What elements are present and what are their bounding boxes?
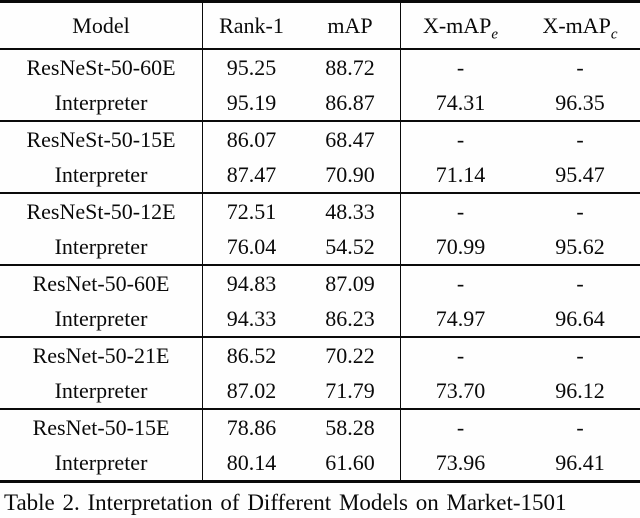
results-table: Model Rank-1 mAP X-mAPe X-mAPc ResNeSt-5… [0,0,640,483]
xmape-cell: - [400,266,520,301]
rank1-cell: 87.02 [202,373,300,408]
xmapc-cell: 95.62 [555,234,605,259]
xmape-cell: 73.70 [400,373,520,408]
model-cell: ResNet-50-21E [32,343,170,368]
model-group: ResNeSt-50-60E 95.25 88.72 - - Interpret… [0,50,640,122]
xmape-cell: 71.14 [400,157,520,192]
xmape-cell: - [400,338,520,373]
rank1-cell: 76.04 [202,229,300,264]
header-xmape: X-mAPe [400,3,520,48]
map-cell: 58.28 [325,415,375,440]
header-xmapc: X-mAPc [542,13,618,43]
rank1-cell: 72.51 [202,194,300,229]
xmape-cell: - [400,122,520,157]
rank1-cell: 94.33 [202,301,300,336]
xmape-cell: 73.96 [400,445,520,480]
rank1-cell: 94.83 [202,266,300,301]
xmapc-cell: - [576,271,584,296]
map-cell: 86.23 [325,306,375,331]
map-cell: 70.22 [325,343,375,368]
table-row: ResNet-50-21E 86.52 70.22 - - [0,338,640,373]
model-cell: ResNeSt-50-12E [26,199,176,224]
model-group: ResNeSt-50-15E 86.07 68.47 - - Interpret… [0,122,640,194]
table-row: Interpreter 76.04 54.52 70.99 95.62 [0,229,640,264]
table-row: Interpreter 87.02 71.79 73.70 96.12 [0,373,640,408]
table-row: Interpreter 94.33 86.23 74.97 96.64 [0,301,640,336]
table-row: Interpreter 95.19 86.87 74.31 96.35 [0,85,640,120]
table-row: ResNeSt-50-60E 95.25 88.72 - - [0,50,640,85]
map-cell: 88.72 [325,55,375,80]
xmape-cell: 74.31 [400,85,520,120]
model-cell: ResNet-50-15E [32,415,170,440]
table-caption: Table 2. Interpretation of Different Mod… [4,490,567,515]
table-row: ResNet-50-60E 94.83 87.09 - - [0,266,640,301]
xmapc-cell: - [576,55,584,80]
model-group: ResNet-50-15E 78.86 58.28 - - Interprete… [0,410,640,480]
xmapc-cell: 95.47 [555,162,605,187]
xmape-cell: - [400,410,520,445]
xmapc-cell: 96.64 [555,306,605,331]
model-cell: Interpreter [54,306,148,331]
xmape-cell: 74.97 [400,301,520,336]
model-group: ResNet-50-21E 86.52 70.22 - - Interprete… [0,338,640,410]
table-header-row: Model Rank-1 mAP X-mAPe X-mAPc [0,3,640,50]
table-row: ResNeSt-50-15E 86.07 68.47 - - [0,122,640,157]
rank1-cell: 86.52 [202,338,300,373]
xmapc-cell: 96.12 [555,378,605,403]
rank1-cell: 80.14 [202,445,300,480]
map-cell: 61.60 [325,450,375,475]
map-cell: 87.09 [325,271,375,296]
rank1-cell: 87.47 [202,157,300,192]
map-cell: 54.52 [325,234,375,259]
map-cell: 71.79 [325,378,375,403]
xmapc-cell: - [576,127,584,152]
xmapc-cell: - [576,415,584,440]
model-cell: ResNet-50-60E [32,271,170,296]
xmapc-cell: - [576,343,584,368]
model-cell: Interpreter [54,378,148,403]
model-cell: Interpreter [54,90,148,115]
xmape-cell: 70.99 [400,229,520,264]
rank1-cell: 95.19 [202,85,300,120]
xmapc-cell: 96.41 [555,450,605,475]
header-map: mAP [327,13,373,38]
table-row: Interpreter 80.14 61.60 73.96 96.41 [0,445,640,480]
model-group: ResNeSt-50-12E 72.51 48.33 - - Interpret… [0,194,640,266]
model-cell: Interpreter [54,162,148,187]
header-model: Model [72,13,130,38]
map-cell: 86.87 [325,90,375,115]
xmape-cell: - [400,50,520,85]
map-cell: 48.33 [325,199,375,224]
map-cell: 68.47 [325,127,375,152]
header-rank1: Rank-1 [202,3,300,48]
model-group: ResNet-50-60E 94.83 87.09 - - Interprete… [0,266,640,338]
table-row: Interpreter 87.47 70.90 71.14 95.47 [0,157,640,192]
rank1-cell: 86.07 [202,122,300,157]
model-cell: Interpreter [54,450,148,475]
table-row: ResNeSt-50-12E 72.51 48.33 - - [0,194,640,229]
xmape-cell: - [400,194,520,229]
model-cell: Interpreter [54,234,148,259]
xmapc-cell: - [576,199,584,224]
model-cell: ResNeSt-50-15E [26,127,176,152]
table-row: ResNet-50-15E 78.86 58.28 - - [0,410,640,445]
map-cell: 70.90 [325,162,375,187]
rank1-cell: 95.25 [202,50,300,85]
xmapc-cell: 96.35 [555,90,605,115]
model-cell: ResNeSt-50-60E [26,55,176,80]
rank1-cell: 78.86 [202,410,300,445]
